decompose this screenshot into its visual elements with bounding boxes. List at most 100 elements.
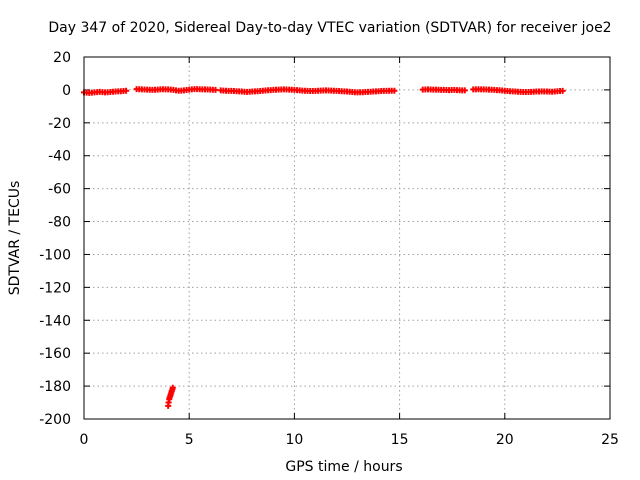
data-point-fill	[178, 87, 185, 94]
data-point-fill	[309, 87, 316, 94]
data-point-fill	[94, 89, 101, 96]
data-point-fill	[167, 86, 174, 93]
data-point-fill	[557, 88, 564, 95]
data-point-fill	[188, 86, 195, 93]
data-point-fill	[443, 86, 450, 93]
data-point-fill	[136, 86, 143, 93]
data-point-fill	[194, 86, 201, 93]
data-point-fill	[283, 86, 290, 93]
data-point-fill	[336, 88, 343, 95]
data-point-fill	[546, 88, 553, 95]
data-point-fill	[535, 88, 542, 95]
series-segment	[133, 86, 219, 94]
data-point-fill	[493, 87, 500, 94]
data-point-fill	[146, 86, 153, 93]
data-point-fill	[432, 86, 439, 93]
data-point-fill	[294, 87, 301, 94]
data-point-fill	[83, 89, 90, 96]
data-point-fill	[288, 86, 295, 93]
data-point-fill	[346, 88, 353, 95]
data-point-fill	[104, 89, 111, 96]
data-point-fill	[262, 87, 269, 94]
data-point-fill	[383, 87, 390, 94]
y-tick-label: -20	[48, 116, 71, 132]
y-tick-label: -80	[48, 215, 71, 231]
data-point	[169, 384, 176, 391]
series-segment	[470, 86, 566, 96]
series-segment	[419, 86, 468, 94]
data-point-fill	[183, 86, 190, 93]
data-point-fill	[357, 89, 364, 96]
data-point-fill	[378, 88, 385, 95]
data-point-fill	[173, 87, 180, 94]
data-point-fill	[157, 86, 164, 93]
data-point-fill	[530, 88, 537, 95]
data-point-fill	[427, 86, 434, 93]
data-point-fill	[541, 88, 548, 95]
data-point-fill	[162, 86, 169, 93]
data-point-fill	[272, 86, 279, 93]
axis-ticks: 20 0 -20 -40 -60 -80 -100 -120 -140 -160 -180 -200 0…	[39, 50, 619, 448]
data-point-fill	[525, 88, 532, 95]
data-point-fill	[209, 86, 216, 93]
x-tick-label: 25	[601, 432, 619, 448]
series-segment	[217, 86, 398, 96]
data-point-fill	[246, 88, 253, 95]
data-point-fill	[448, 86, 455, 93]
data-point-fill	[453, 87, 460, 94]
data-point-fill	[115, 88, 122, 95]
x-tick-label: 15	[391, 432, 409, 448]
data-point-fill	[120, 87, 127, 94]
x-axis-label: GPS time / hours	[285, 459, 402, 475]
data-point-fill	[341, 88, 348, 95]
y-tick-label: -160	[39, 346, 71, 362]
x-tick-label: 10	[285, 432, 303, 448]
y-tick-label: 20	[53, 50, 71, 66]
data-point-fill	[438, 86, 445, 93]
data-point-fill	[388, 87, 395, 94]
data-point-fill	[236, 88, 243, 95]
data-point-fill	[320, 87, 327, 94]
data-point-fill	[478, 86, 485, 93]
y-tick-label: -140	[39, 313, 71, 329]
data-point-fill	[267, 87, 274, 94]
data-point-fill	[99, 89, 106, 96]
data-point-fill	[459, 87, 466, 94]
x-tick-label: 5	[185, 432, 194, 448]
data-point-fill	[372, 88, 379, 95]
data-point-fill	[230, 88, 237, 95]
data-point-fill	[241, 88, 248, 95]
data-point-fill	[488, 86, 495, 93]
data-point-fill	[367, 88, 374, 95]
x-tick-label: 20	[496, 432, 514, 448]
data-point-fill	[472, 86, 479, 93]
data-point-fill	[520, 88, 527, 95]
plot-frame	[83, 56, 611, 420]
data-point-fill	[220, 87, 227, 94]
data-point-fill	[551, 88, 558, 95]
y-tick-label: -60	[48, 182, 71, 198]
y-tick-label: -40	[48, 149, 71, 165]
x-tick-label: 0	[80, 432, 89, 448]
y-tick-label: 0	[62, 83, 71, 99]
data-point-fill	[152, 86, 159, 93]
data-point-fill	[204, 86, 211, 93]
y-tick-label: -100	[39, 247, 71, 263]
data-point-fill	[304, 87, 311, 94]
grid	[84, 57, 610, 419]
data-point-fill	[422, 86, 429, 93]
data-point-fill	[257, 87, 264, 94]
data-point-fill	[499, 87, 506, 94]
data-point-fill	[514, 88, 521, 95]
data-point-fill	[299, 87, 306, 94]
data-point-fill	[225, 87, 232, 94]
data-point-fill	[199, 86, 206, 93]
y-axis-label: SDTVAR / TECUs	[7, 181, 23, 296]
series-segment	[81, 87, 130, 96]
y-tick-label: -120	[39, 280, 71, 296]
data-point-fill	[330, 87, 337, 94]
data-point-fill	[278, 86, 285, 93]
y-tick-label: -180	[39, 379, 71, 395]
data-point-fill	[251, 88, 258, 95]
